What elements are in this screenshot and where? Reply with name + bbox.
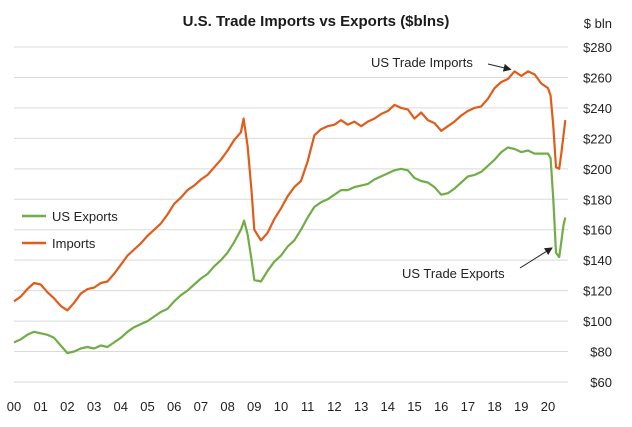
x-tick-label: 02 — [60, 399, 74, 414]
x-tick-label: 07 — [194, 399, 208, 414]
x-tick-label: 06 — [167, 399, 181, 414]
y-tick-label: $160 — [583, 223, 612, 238]
y-tick-label: $180 — [583, 192, 612, 207]
x-tick-label: 05 — [140, 399, 154, 414]
chart-title: U.S. Trade Imports vs Exports ($blns) — [183, 13, 450, 30]
x-tick-label: 20 — [541, 399, 555, 414]
legend-label: Imports — [52, 236, 96, 251]
y-axis-ticks: $60 $80 $100 $120 $140 $160 $180 $200 $220 $240 $2… — [583, 40, 612, 390]
y-tick-label: $240 — [583, 101, 612, 116]
x-tick-label: 15 — [407, 399, 421, 414]
x-tick-label: 00 — [7, 399, 21, 414]
x-tick-label: 18 — [487, 399, 501, 414]
annotations: US Trade Imports US Trade Exports — [371, 55, 553, 281]
x-tick-label: 14 — [381, 399, 395, 414]
series-line-us-exports — [13, 146, 567, 355]
x-tick-label: 17 — [461, 399, 475, 414]
y-tick-label: $60 — [590, 375, 612, 390]
series-lines — [13, 70, 567, 355]
x-tick-label: 01 — [33, 399, 47, 414]
y-unit-label: $ bln — [584, 16, 612, 31]
legend: US Exports Imports — [22, 209, 118, 251]
y-tick-label: $120 — [583, 284, 612, 299]
annotation-label: US Trade Imports — [371, 55, 473, 70]
legend-label: US Exports — [52, 209, 118, 224]
x-tick-label: 16 — [434, 399, 448, 414]
x-tick-label: 04 — [114, 399, 128, 414]
y-tick-label: $200 — [583, 162, 612, 177]
annotation-arrow — [519, 247, 553, 269]
y-tick-label: $260 — [583, 70, 612, 85]
x-tick-label: 19 — [514, 399, 528, 414]
x-tick-label: 09 — [247, 399, 261, 414]
y-tick-label: $280 — [583, 40, 612, 55]
x-axis-ticks: 00 01 02 03 04 05 06 07 08 09 10 11 12 13 14 15 16 17 18 19… — [7, 399, 555, 414]
series-line-imports — [13, 70, 567, 312]
y-tick-label: $220 — [583, 131, 612, 146]
x-tick-label: 12 — [327, 399, 341, 414]
annotation-label: US Trade Exports — [402, 266, 505, 281]
y-tick-label: $80 — [590, 345, 612, 360]
annotation-arrow — [487, 63, 512, 72]
x-tick-label: 03 — [87, 399, 101, 414]
x-tick-label: 10 — [274, 399, 288, 414]
x-tick-label: 08 — [220, 399, 234, 414]
y-tick-label: $140 — [583, 253, 612, 268]
y-tick-label: $100 — [583, 314, 612, 329]
x-tick-label: 13 — [354, 399, 368, 414]
x-tick-label: 11 — [301, 399, 315, 414]
